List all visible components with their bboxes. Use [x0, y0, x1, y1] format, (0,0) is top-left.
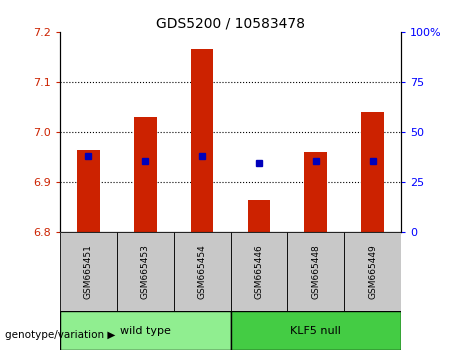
- Text: genotype/variation ▶: genotype/variation ▶: [5, 330, 115, 339]
- Text: KLF5 null: KLF5 null: [290, 326, 341, 336]
- Bar: [248, 200, 270, 232]
- Text: GSM665451: GSM665451: [84, 244, 93, 299]
- Text: GSM665449: GSM665449: [368, 244, 377, 299]
- Text: wild type: wild type: [120, 326, 171, 336]
- Bar: [134, 117, 157, 232]
- Bar: [361, 112, 384, 232]
- Bar: [174, 232, 230, 311]
- Title: GDS5200 / 10583478: GDS5200 / 10583478: [156, 17, 305, 31]
- Text: GSM665446: GSM665446: [254, 244, 263, 299]
- Bar: [230, 311, 401, 350]
- Bar: [287, 232, 344, 311]
- Text: GSM665453: GSM665453: [141, 244, 150, 299]
- Bar: [344, 232, 401, 311]
- Bar: [191, 50, 213, 232]
- Text: GSM665448: GSM665448: [311, 244, 320, 299]
- Bar: [304, 152, 327, 232]
- Text: GSM665454: GSM665454: [198, 244, 207, 299]
- Bar: [77, 150, 100, 232]
- Bar: [117, 232, 174, 311]
- Bar: [60, 232, 117, 311]
- Bar: [60, 311, 230, 350]
- Bar: [230, 232, 287, 311]
